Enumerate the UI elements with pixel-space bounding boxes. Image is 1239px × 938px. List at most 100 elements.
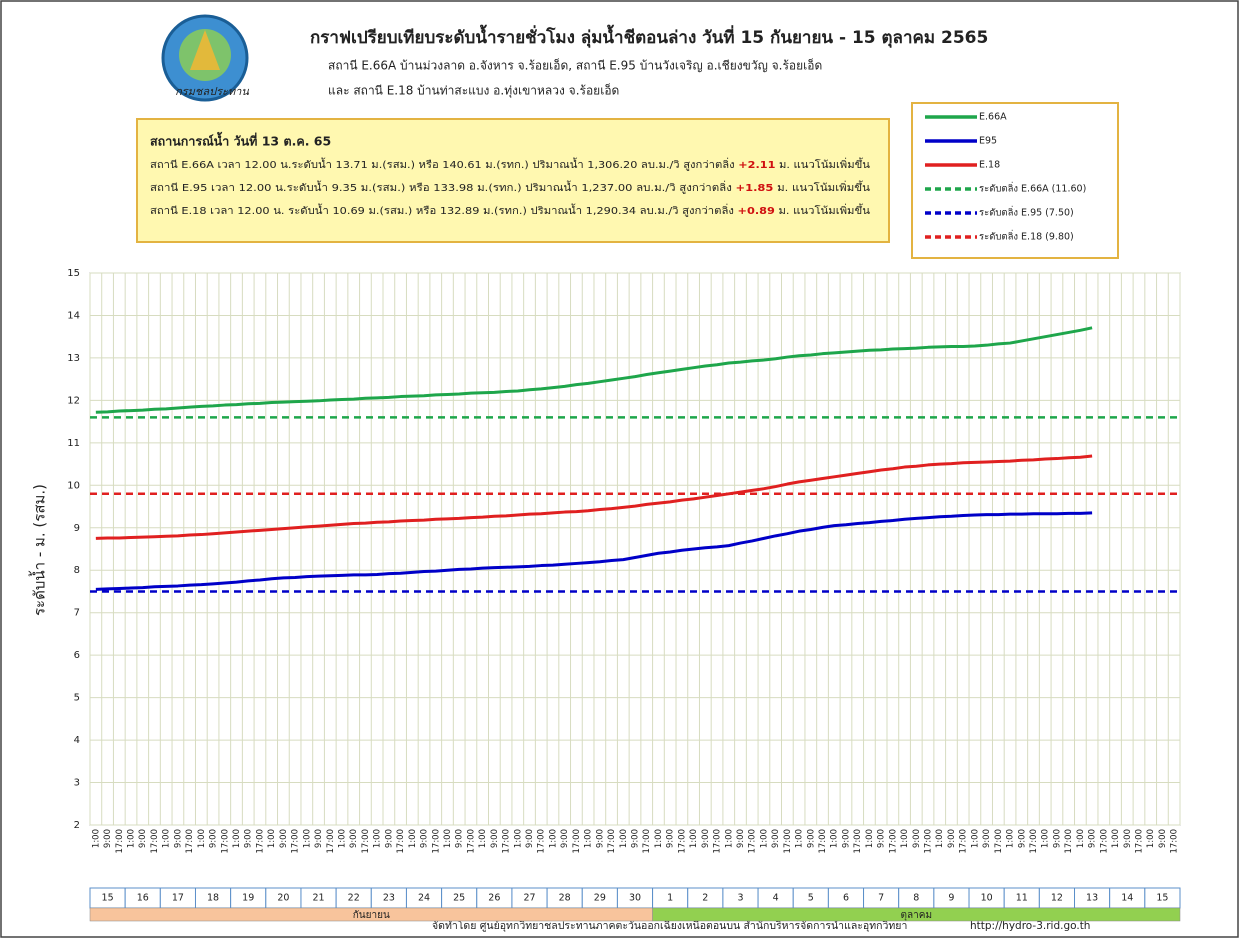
x-tick-label: 9:00 <box>455 829 465 848</box>
x-tick-label: 9:00 <box>279 829 289 848</box>
info-rest: ม. แนวโน้มเพิ่มขึ้น <box>775 203 870 217</box>
day-label: 11 <box>1016 893 1028 904</box>
x-tick-label: 17:00 <box>994 829 1004 854</box>
day-label: 3 <box>737 893 743 904</box>
x-tick-label: 17:00 <box>255 829 265 854</box>
day-label: 20 <box>277 893 289 904</box>
day-label: 25 <box>453 893 465 904</box>
x-tick-label: 1:00 <box>830 829 840 848</box>
day-label: 2 <box>702 893 708 904</box>
info-text: สถานี E.18 เวลา 12.00 น. ระดับน้ำ 10.69 … <box>150 203 737 217</box>
x-tick-label: 1:00 <box>91 829 101 848</box>
plot-area <box>89 272 1181 826</box>
day-label: 28 <box>559 893 571 904</box>
logo: กรมชลประทาน <box>161 14 249 102</box>
x-tick-label: 1:00 <box>373 829 383 848</box>
y-axis-label: ระดับน้ำ - ม. (รสม.) <box>29 484 49 616</box>
x-tick-label: 9:00 <box>1088 829 1098 848</box>
x-tick-label: 9:00 <box>1158 829 1168 848</box>
legend <box>911 102 1119 259</box>
x-tick-label: 1:00 <box>478 829 488 848</box>
x-tick-label: 1:00 <box>232 829 242 848</box>
day-label: 12 <box>1051 893 1063 904</box>
day-label: 15 <box>102 893 114 904</box>
info-line: สถานี E.66A เวลา 12.00 น.ระดับน้ำ 13.71 … <box>150 157 870 171</box>
x-tick-label: 1:00 <box>337 829 347 848</box>
x-tick-label: 1:00 <box>935 829 945 848</box>
x-tick-label: 17:00 <box>1099 829 1109 854</box>
day-label: 13 <box>1086 893 1098 904</box>
x-tick-label: 9:00 <box>490 829 500 848</box>
chart-title: กราฟเปรียบเทียบระดับน้ำรายชั่วโมง ลุ่มน้… <box>310 24 988 48</box>
x-tick-label: 1:00 <box>1146 829 1156 848</box>
x-tick-label: 9:00 <box>1052 829 1062 848</box>
info-rest: ม. แนวโน้มเพิ่มขึ้น <box>775 157 870 171</box>
y-tick-label: 12 <box>67 395 80 406</box>
x-tick-label: 9:00 <box>138 829 148 848</box>
x-tick-label: 1:00 <box>759 829 769 848</box>
y-tick-label: 11 <box>67 438 80 449</box>
x-tick-label: 17:00 <box>431 829 441 854</box>
x-tick-label: 9:00 <box>384 829 394 848</box>
info-line: สถานี E.18 เวลา 12.00 น. ระดับน้ำ 10.69 … <box>150 203 870 217</box>
day-label: 15 <box>1156 893 1168 904</box>
x-tick-label: 9:00 <box>982 829 992 848</box>
x-tick-label: 1:00 <box>1041 829 1051 848</box>
x-tick-label: 1:00 <box>619 829 629 848</box>
x-tick-label: 17:00 <box>748 829 758 854</box>
x-tick-label: 17:00 <box>888 829 898 854</box>
info-text: สถานี E.66A เวลา 12.00 น.ระดับน้ำ 13.71 … <box>150 157 738 171</box>
x-tick-label: 9:00 <box>947 829 957 848</box>
y-tick-label: 15 <box>67 268 80 279</box>
day-label: 9 <box>948 893 954 904</box>
info-highlight: +2.11 <box>738 160 775 171</box>
day-label: 1 <box>667 893 673 904</box>
y-tick-label: 5 <box>74 693 80 704</box>
day-label: 24 <box>418 893 430 904</box>
x-tick-label: 9:00 <box>701 829 711 848</box>
legend-label: E95 <box>979 136 997 147</box>
footer-url: http://hydro-3.rid.go.th <box>970 920 1090 932</box>
x-tick-label: 9:00 <box>103 829 113 848</box>
x-tick-label: 9:00 <box>841 829 851 848</box>
y-tick-label: 10 <box>67 480 80 491</box>
legend-label: ระดับตลิ่ง E.95 (7.50) <box>979 206 1074 219</box>
x-tick-label: 9:00 <box>806 829 816 848</box>
x-tick-label: 9:00 <box>771 829 781 848</box>
x-tick-label: 1:00 <box>970 829 980 848</box>
x-tick-label: 1:00 <box>689 829 699 848</box>
x-tick-label: 17:00 <box>818 829 828 854</box>
day-label: 4 <box>773 893 779 904</box>
series-line <box>95 511 1093 591</box>
x-tick-label: 9:00 <box>877 829 887 848</box>
x-tick-label: 9:00 <box>631 829 641 848</box>
x-tick-label: 17:00 <box>1064 829 1074 854</box>
footer: จัดทำโดย ศูนย์อุทกวิทยาชลประทานภาคตะวันอ… <box>432 918 907 932</box>
logo-text: กรมชลประทาน <box>175 85 249 98</box>
x-tick-label: 1:00 <box>795 829 805 848</box>
x-tick-label: 17:00 <box>326 829 336 854</box>
x-tick-label: 9:00 <box>349 829 359 848</box>
x-tick-label: 17:00 <box>572 829 582 854</box>
month-label: ตุลาคม <box>901 910 933 921</box>
x-tick-label: 17:00 <box>466 829 476 854</box>
x-tick-label: 9:00 <box>314 829 324 848</box>
x-tick-label: 1:00 <box>584 829 594 848</box>
y-tick-label: 7 <box>74 608 80 619</box>
x-tick-label: 17:00 <box>361 829 371 854</box>
legend-label: ระดับตลิ่ง E.18 (9.80) <box>979 230 1074 243</box>
legend-label: E.66A <box>979 112 1007 123</box>
y-tick-label: 4 <box>74 735 80 746</box>
day-label: 5 <box>808 893 814 904</box>
month-bar <box>652 907 1181 922</box>
day-label: 30 <box>629 893 641 904</box>
x-tick-label: 17:00 <box>677 829 687 854</box>
x-tick-label: 17:00 <box>642 829 652 854</box>
day-label: 26 <box>488 893 500 904</box>
x-tick-label: 17:00 <box>502 829 512 854</box>
legend-label: E.18 <box>979 160 1000 171</box>
day-label: 6 <box>843 893 849 904</box>
x-tick-label: 1:00 <box>302 829 312 848</box>
x-tick-label: 9:00 <box>525 829 535 848</box>
y-tick-label: 8 <box>74 565 80 576</box>
